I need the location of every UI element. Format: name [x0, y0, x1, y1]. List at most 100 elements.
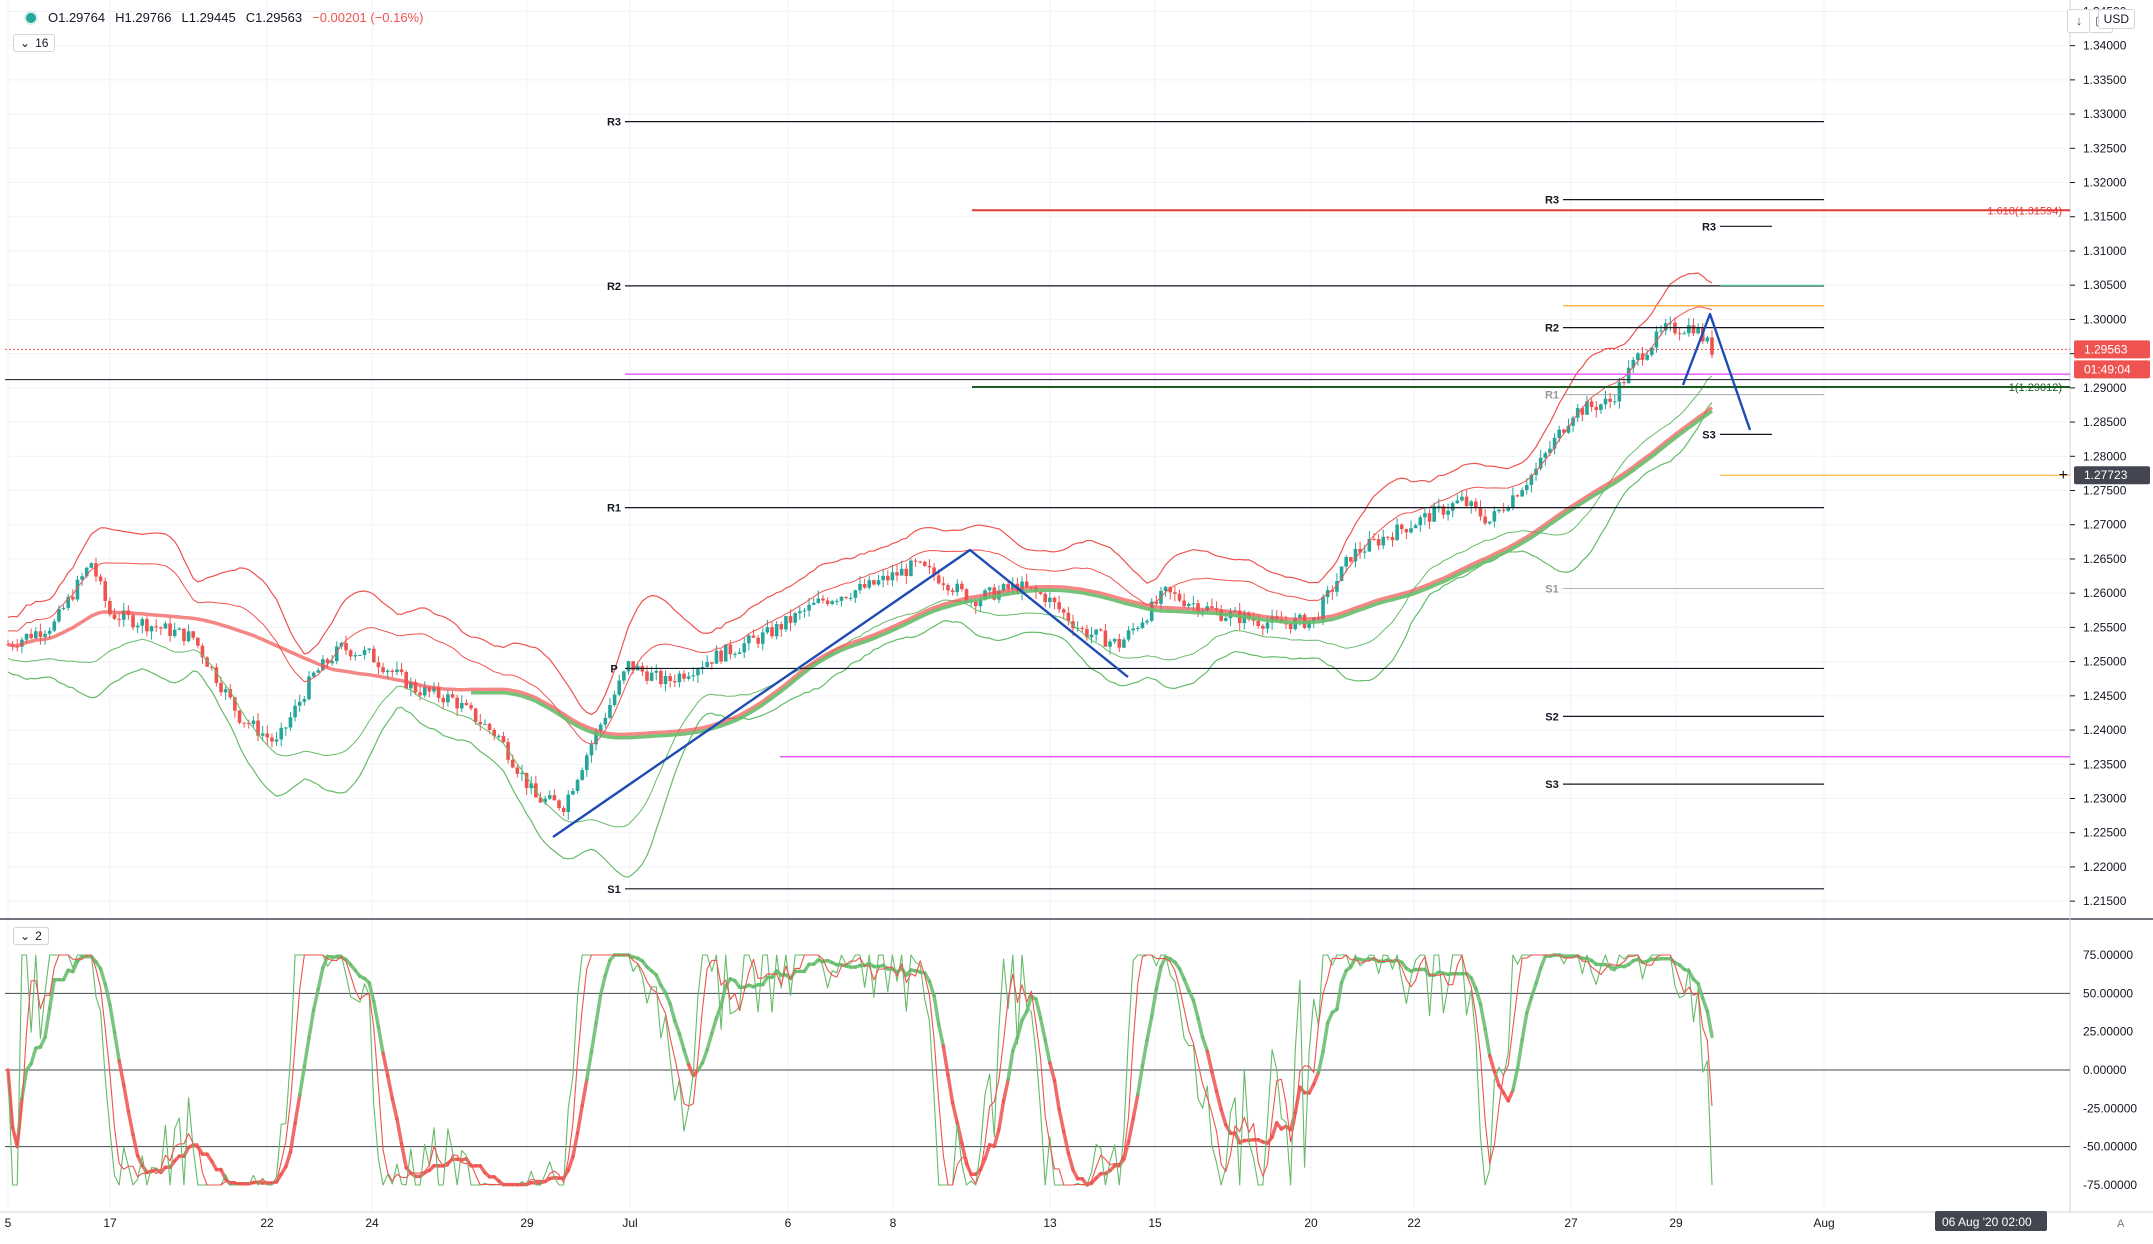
candle-body [821, 599, 825, 601]
oscillator-signal-segment [1147, 1016, 1152, 1040]
oscillator-signal-segment [943, 1046, 948, 1075]
candle-body [1145, 621, 1149, 623]
candle-body [1451, 503, 1455, 511]
candle-body [266, 733, 270, 737]
candle-body [474, 708, 478, 721]
price-axis-label: 1.22500 [2083, 826, 2127, 840]
download-icon[interactable]: ↓ [2067, 9, 2091, 33]
candle-body [62, 608, 66, 609]
candle-body [798, 611, 802, 613]
oscillator-signal-segment [712, 1018, 717, 1034]
oscillator-signal-segment [295, 1095, 300, 1123]
oscillator-signal-segment [1207, 1051, 1212, 1071]
main-indicators-toggle[interactable]: ⌄ 16 [13, 34, 55, 52]
oscillator-signal-segment [1142, 1040, 1147, 1066]
candle-body [279, 728, 283, 740]
candle-body [682, 674, 686, 679]
sub-indicators-toggle[interactable]: ⌄ 2 [13, 927, 49, 945]
oscillator-signal-segment [582, 1080, 587, 1106]
candle-body [923, 562, 927, 566]
fib-1618-label: 1.618(1.31594) [1987, 205, 2062, 217]
candles [6, 317, 1714, 820]
candle-body [131, 615, 135, 627]
candle-body [312, 673, 316, 677]
candle-body [418, 692, 422, 695]
oscillator-axis-label: 25.00000 [2083, 1025, 2133, 1039]
oscillator-signal-segment [1129, 1119, 1134, 1142]
candle-body [891, 572, 895, 580]
candle-body [363, 650, 367, 655]
time-axis-label: 22 [1407, 1216, 1421, 1230]
oscillator-signal-segment [115, 1032, 120, 1061]
candle-body [747, 635, 751, 643]
candle-body [1557, 430, 1561, 438]
time-axis-label: 6 [785, 1216, 792, 1230]
currency-selector[interactable]: USD [2098, 9, 2135, 29]
price-axis-label: 1.23500 [2083, 757, 2127, 771]
candle-body [455, 698, 459, 709]
candle-body [840, 597, 844, 601]
candle-body [1502, 510, 1506, 511]
oscillator-signal-segment [1541, 956, 1546, 968]
candle-body [673, 681, 677, 682]
oscillator-signal-segment [1518, 1040, 1523, 1069]
candle-body [113, 614, 117, 619]
oscillator-signal-segment [999, 1101, 1004, 1129]
oscillator-signal-segment [1522, 1013, 1527, 1040]
oscillator-signal-segment [1203, 1037, 1208, 1051]
candle-body [1391, 537, 1395, 540]
oscillator-signal-segment [1041, 1018, 1046, 1040]
candle-body [242, 723, 246, 724]
candle-body [270, 738, 274, 742]
oscillator-signal-segment [45, 1009, 50, 1038]
candle-body [872, 580, 876, 584]
monthly-pivot-label: R3 [607, 117, 621, 129]
candle-body [1678, 333, 1682, 334]
candle-body [988, 587, 992, 590]
candle-body [391, 671, 395, 672]
candle-body [1465, 497, 1469, 506]
price-axis-label: 1.28500 [2083, 415, 2127, 429]
oscillator-signal-segment [1193, 1000, 1198, 1018]
chevron-down-icon: ⌄ [20, 929, 30, 943]
oscillator-signal-segment [703, 1050, 708, 1063]
price-axis-label: 1.31500 [2083, 210, 2127, 224]
price-axis-label: 1.26500 [2083, 552, 2127, 566]
oscillator-signal-segment [1323, 1023, 1328, 1052]
candle-body [1090, 635, 1094, 638]
candle-body [1094, 629, 1098, 634]
candle-body [168, 623, 172, 636]
candle-body [905, 569, 909, 576]
lower-band-inner [8, 376, 1712, 827]
candle-body [1182, 601, 1186, 606]
candle-body [1043, 594, 1047, 602]
oscillator-signal-segment [286, 1152, 291, 1167]
candle-body [877, 580, 881, 584]
weekly-pivot-label: S1 [1545, 583, 1558, 595]
price-axis-label: 1.30500 [2083, 278, 2127, 292]
candle-body [178, 629, 182, 630]
oscillator-signal-segment [939, 1025, 944, 1047]
candle-body [692, 675, 696, 676]
candle-body [784, 616, 788, 629]
candle-body [1525, 485, 1529, 490]
candle-body [1645, 355, 1649, 360]
time-axis-label: 8 [890, 1216, 897, 1230]
candle-body [1039, 592, 1043, 594]
oscillator-signal-segment [1054, 1080, 1059, 1109]
candle-body [854, 590, 858, 598]
oscillator-signal-segment [1045, 1040, 1050, 1063]
candle-body [742, 643, 746, 652]
oscillator-axis-label: 50.00000 [2083, 986, 2133, 1000]
candle-body [469, 705, 473, 708]
candle-body [553, 795, 557, 800]
candle-body [1516, 495, 1520, 496]
candle-body [150, 626, 154, 631]
candle-body [580, 770, 584, 780]
candle-body [1405, 529, 1409, 532]
oscillator-axis-label: -75.00000 [2083, 1178, 2137, 1192]
price-axis-label: 1.24000 [2083, 723, 2127, 737]
oscillator-signal-segment [300, 1067, 305, 1096]
